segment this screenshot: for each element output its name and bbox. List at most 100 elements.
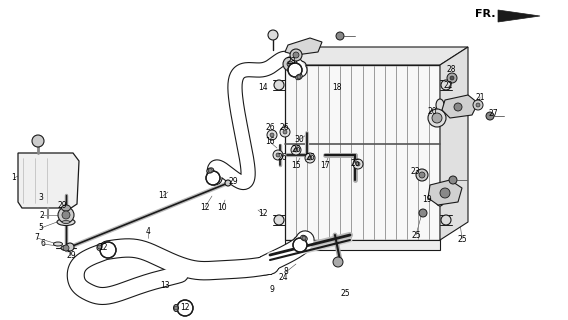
Text: 15: 15 <box>291 161 301 170</box>
Text: 30: 30 <box>294 135 304 145</box>
Circle shape <box>293 52 299 58</box>
Text: 25: 25 <box>411 230 421 239</box>
Text: 19: 19 <box>422 196 432 204</box>
Circle shape <box>100 242 116 258</box>
Text: 24: 24 <box>278 274 288 283</box>
Text: 12: 12 <box>180 303 190 313</box>
Circle shape <box>66 243 74 251</box>
Polygon shape <box>18 153 79 208</box>
Ellipse shape <box>296 74 302 80</box>
Circle shape <box>419 209 427 217</box>
Text: 26: 26 <box>265 124 275 132</box>
Text: 26: 26 <box>279 124 289 132</box>
Circle shape <box>353 159 363 169</box>
Circle shape <box>450 76 454 80</box>
Text: 5: 5 <box>39 223 43 233</box>
Circle shape <box>280 127 290 137</box>
Text: FR.: FR. <box>474 9 495 19</box>
Text: 23: 23 <box>410 167 420 177</box>
Circle shape <box>416 169 428 181</box>
Circle shape <box>288 63 302 77</box>
Ellipse shape <box>61 205 70 211</box>
Circle shape <box>208 169 212 172</box>
Text: 2: 2 <box>40 211 44 220</box>
Text: 1: 1 <box>11 173 16 182</box>
Text: 7: 7 <box>35 234 39 243</box>
Circle shape <box>276 153 280 157</box>
Ellipse shape <box>207 168 214 173</box>
Text: 13: 13 <box>160 281 170 290</box>
Circle shape <box>473 100 483 110</box>
Circle shape <box>177 300 193 316</box>
Circle shape <box>308 156 312 160</box>
Text: 10: 10 <box>217 204 227 212</box>
Ellipse shape <box>300 235 307 241</box>
Bar <box>285 65 440 240</box>
Text: 21: 21 <box>475 92 485 101</box>
Polygon shape <box>285 38 322 55</box>
Text: 27: 27 <box>488 109 498 118</box>
Ellipse shape <box>173 305 178 311</box>
Text: 14: 14 <box>258 84 268 92</box>
Circle shape <box>432 113 442 123</box>
Ellipse shape <box>97 244 102 250</box>
Circle shape <box>297 75 301 79</box>
Text: 11: 11 <box>158 191 168 201</box>
Text: 29: 29 <box>66 252 76 260</box>
Circle shape <box>449 176 457 184</box>
Circle shape <box>476 103 480 107</box>
Ellipse shape <box>53 242 62 246</box>
Text: 29: 29 <box>57 201 67 210</box>
Circle shape <box>174 306 178 310</box>
Text: 25: 25 <box>457 235 467 244</box>
Text: 29: 29 <box>228 177 238 186</box>
Ellipse shape <box>294 236 306 244</box>
Text: 18: 18 <box>332 84 342 92</box>
Circle shape <box>225 180 231 186</box>
Text: 4: 4 <box>145 228 151 236</box>
Polygon shape <box>285 47 468 65</box>
Ellipse shape <box>436 99 444 111</box>
Text: 26: 26 <box>291 145 301 154</box>
Text: 26: 26 <box>350 158 360 167</box>
Circle shape <box>440 188 450 198</box>
Text: 12: 12 <box>258 210 268 219</box>
Circle shape <box>270 133 274 137</box>
Circle shape <box>268 30 278 40</box>
Circle shape <box>287 61 293 67</box>
Text: 26: 26 <box>277 153 287 162</box>
Circle shape <box>428 109 446 127</box>
Text: 25: 25 <box>340 290 350 299</box>
Bar <box>285 55 440 65</box>
Circle shape <box>291 145 301 155</box>
Text: 17: 17 <box>320 161 330 170</box>
Circle shape <box>274 80 284 90</box>
Circle shape <box>98 245 102 249</box>
Circle shape <box>290 49 302 61</box>
Ellipse shape <box>62 220 70 223</box>
Ellipse shape <box>436 194 444 206</box>
Circle shape <box>302 236 306 240</box>
Text: 22: 22 <box>443 82 453 91</box>
Circle shape <box>305 153 315 163</box>
Circle shape <box>283 57 297 71</box>
Text: 16: 16 <box>265 138 275 147</box>
Polygon shape <box>498 10 540 22</box>
Circle shape <box>336 32 344 40</box>
Circle shape <box>58 207 74 223</box>
Circle shape <box>274 215 284 225</box>
Bar <box>285 240 440 250</box>
Text: 20: 20 <box>427 107 437 116</box>
Text: 23: 23 <box>286 57 296 66</box>
Polygon shape <box>428 180 462 205</box>
Circle shape <box>283 130 287 134</box>
Text: 12: 12 <box>98 244 108 252</box>
Text: 26: 26 <box>305 153 315 162</box>
Circle shape <box>273 150 283 160</box>
Text: 6: 6 <box>40 239 45 249</box>
Polygon shape <box>442 95 478 118</box>
Text: 9: 9 <box>270 285 274 294</box>
Text: 3: 3 <box>39 194 43 203</box>
Circle shape <box>267 130 277 140</box>
Circle shape <box>454 103 462 111</box>
